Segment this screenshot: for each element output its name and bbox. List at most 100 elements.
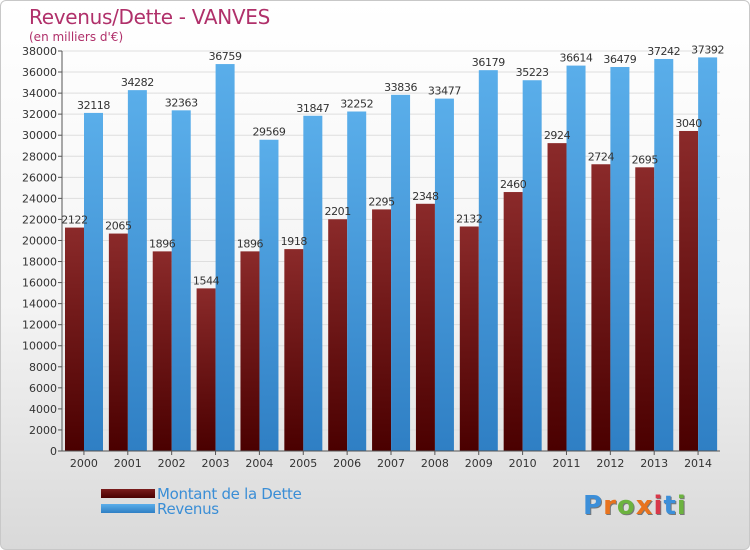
x-tick-label: 2011: [552, 457, 580, 470]
data-label: 36179: [472, 56, 505, 69]
data-label: 1896: [237, 237, 264, 250]
y-tick-label: 12000: [22, 319, 57, 332]
proxiti-logo: Proxiti: [583, 491, 687, 521]
legend-label-revenus: Revenus: [157, 500, 219, 518]
y-tick-label: 16000: [22, 277, 57, 290]
x-tick-label: 2000: [70, 457, 98, 470]
bar-revenus: [654, 58, 674, 452]
x-tick-label: 2008: [421, 457, 449, 470]
bar-revenus: [434, 98, 454, 451]
bar-dette: [284, 249, 304, 451]
bar-revenus: [478, 70, 498, 451]
y-tick-label: 6000: [29, 382, 57, 395]
logo-letter: i: [676, 491, 687, 521]
data-label: 32252: [340, 98, 373, 111]
data-label: 37242: [647, 45, 680, 58]
data-label: 36614: [560, 52, 593, 65]
y-tick-label: 20000: [22, 234, 57, 247]
y-tick-label: 22000: [22, 213, 57, 226]
data-label: 36759: [209, 50, 242, 63]
bar-revenus: [522, 80, 542, 452]
y-tick-label: 32000: [22, 108, 57, 121]
bar-dette: [503, 192, 523, 451]
bar-revenus: [84, 112, 103, 452]
data-label: 2724: [588, 150, 615, 163]
bar-dette: [547, 143, 567, 451]
logo-letter: o: [616, 491, 636, 521]
bar-dette: [372, 209, 392, 451]
x-tick-label: 2009: [465, 457, 493, 470]
data-label: 32363: [165, 96, 198, 109]
data-label: 2460: [500, 178, 527, 191]
bar-dette: [679, 130, 699, 451]
logo-letter: i: [653, 491, 664, 521]
data-label: 31847: [296, 102, 329, 115]
y-tick-label: 34000: [22, 87, 57, 100]
data-label: 2924: [544, 129, 571, 142]
bar-dette: [152, 251, 172, 451]
bar-revenus: [566, 65, 586, 451]
bar-dette: [196, 288, 216, 451]
data-label: 1896: [149, 237, 176, 250]
bar-dette: [65, 227, 84, 451]
x-tick-label: 2002: [158, 457, 186, 470]
data-label: 2695: [632, 153, 659, 166]
data-label: 2122: [61, 214, 87, 227]
y-tick-label: 28000: [22, 150, 57, 163]
y-tick-label: 36000: [22, 66, 57, 79]
bar-revenus: [215, 64, 235, 451]
bar-revenus: [259, 139, 279, 451]
data-label: 34282: [121, 76, 154, 89]
x-tick-label: 2010: [509, 457, 537, 470]
x-tick-label: 2014: [684, 457, 712, 470]
data-label: 29569: [252, 126, 285, 139]
data-label: 3040: [675, 117, 702, 130]
axes: 0 2000 4000 6000 8000 10000 12000 14000 16000 180…: [22, 45, 720, 470]
x-tick-label: 2006: [333, 457, 361, 470]
data-label: 33477: [428, 85, 461, 98]
bar-revenus: [610, 67, 630, 451]
bar-revenus: [127, 90, 147, 451]
data-labels: 2122 32118 2065 34282 1896 32363 1544 36759 1896…: [61, 43, 724, 287]
x-tick-label: 2004: [245, 457, 273, 470]
y-tick-label: 24000: [22, 192, 57, 205]
y-tick-label: 14000: [22, 298, 57, 311]
y-tick-label: 4000: [29, 403, 57, 416]
chart-subtitle: (en milliers d'€): [29, 30, 124, 44]
bar-dette: [415, 203, 435, 451]
bar-revenus: [171, 110, 191, 451]
data-label: 35223: [516, 66, 549, 79]
bar-dette: [459, 226, 479, 451]
data-label: 2132: [456, 213, 482, 226]
bar-revenus: [303, 115, 323, 451]
legend-swatch-dette: [101, 489, 155, 498]
bar-revenus: [347, 111, 367, 452]
data-label: 1918: [281, 235, 308, 248]
data-label: 2348: [412, 190, 439, 203]
logo-letter: P: [583, 491, 604, 521]
y-tick-label: 26000: [22, 171, 57, 184]
data-label: 36479: [603, 53, 636, 66]
logo-letter: r: [603, 491, 617, 521]
x-tick-label: 2003: [202, 457, 230, 470]
bar-dette: [108, 233, 128, 451]
bar-dette: [328, 219, 348, 451]
bars: [65, 57, 718, 452]
y-tick-label: 38000: [22, 45, 57, 58]
data-label: 1544: [193, 274, 220, 287]
x-tick-label: 2001: [114, 457, 142, 470]
bar-dette: [635, 167, 655, 451]
y-tick-label: 8000: [29, 361, 57, 374]
legend-label-dette: Montant de la Dette: [157, 485, 302, 503]
data-label: 32118: [77, 99, 110, 112]
x-tick-label: 2012: [596, 457, 624, 470]
bar-revenus: [391, 94, 411, 452]
data-label: 37392: [691, 43, 724, 56]
data-label: 2201: [324, 205, 350, 218]
y-tick-label: 2000: [29, 424, 57, 437]
bar-revenus: [698, 57, 718, 452]
legend-swatch-revenus: [101, 504, 155, 513]
bar-dette: [240, 251, 260, 451]
